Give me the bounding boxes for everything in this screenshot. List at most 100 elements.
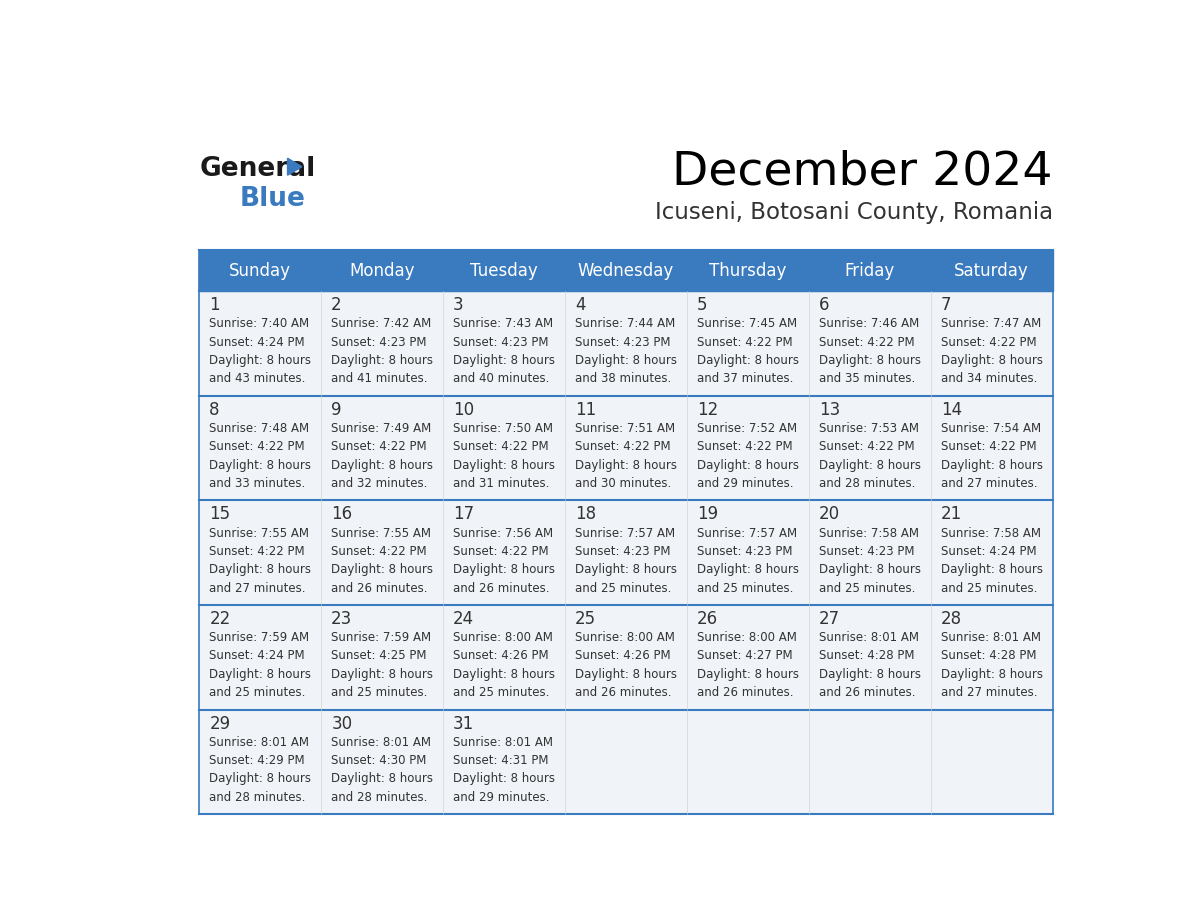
Bar	[930, 291, 1053, 396]
Text: 25: 25	[575, 610, 596, 628]
Text: Sunrise: 7:50 AM: Sunrise: 7:50 AM	[453, 422, 554, 435]
Text: Sunrise: 7:58 AM: Sunrise: 7:58 AM	[819, 527, 918, 540]
Text: Daylight: 8 hours: Daylight: 8 hours	[575, 354, 677, 367]
Bar	[321, 291, 443, 396]
Bar	[200, 710, 321, 814]
Text: Sunset: 4:23 PM: Sunset: 4:23 PM	[697, 545, 792, 558]
Bar	[687, 396, 809, 500]
Text: Sunset: 4:23 PM: Sunset: 4:23 PM	[453, 336, 549, 349]
Text: Sunrise: 7:47 AM: Sunrise: 7:47 AM	[941, 318, 1041, 330]
Text: Sunrise: 7:56 AM: Sunrise: 7:56 AM	[453, 527, 554, 540]
Text: Saturday: Saturday	[954, 262, 1029, 280]
Text: Daylight: 8 hours: Daylight: 8 hours	[453, 772, 555, 786]
Text: Icuseni, Botosani County, Romania: Icuseni, Botosani County, Romania	[655, 201, 1053, 224]
Text: Daylight: 8 hours: Daylight: 8 hours	[209, 459, 311, 472]
Text: Sunrise: 7:57 AM: Sunrise: 7:57 AM	[575, 527, 675, 540]
Text: 29: 29	[209, 714, 230, 733]
Text: Sunset: 4:22 PM: Sunset: 4:22 PM	[819, 336, 915, 349]
Bar	[930, 710, 1053, 814]
Text: and 29 minutes.: and 29 minutes.	[453, 791, 550, 804]
Bar	[565, 500, 687, 605]
Text: Daylight: 8 hours: Daylight: 8 hours	[453, 668, 555, 681]
Text: Monday: Monday	[349, 262, 415, 280]
Text: and 37 minutes.: and 37 minutes.	[697, 373, 794, 386]
Text: 3: 3	[453, 297, 463, 314]
Text: 4: 4	[575, 297, 586, 314]
Text: Sunrise: 7:49 AM: Sunrise: 7:49 AM	[331, 422, 431, 435]
Text: Daylight: 8 hours: Daylight: 8 hours	[331, 668, 434, 681]
Text: 28: 28	[941, 610, 962, 628]
Text: and 43 minutes.: and 43 minutes.	[209, 373, 305, 386]
Bar	[321, 605, 443, 710]
Bar	[565, 710, 687, 814]
Text: Daylight: 8 hours: Daylight: 8 hours	[941, 668, 1043, 681]
Bar	[321, 500, 443, 605]
Text: Sunrise: 8:01 AM: Sunrise: 8:01 AM	[819, 631, 918, 644]
Text: and 32 minutes.: and 32 minutes.	[331, 477, 428, 490]
Text: and 33 minutes.: and 33 minutes.	[209, 477, 305, 490]
Text: Daylight: 8 hours: Daylight: 8 hours	[331, 772, 434, 786]
Text: Sunrise: 8:00 AM: Sunrise: 8:00 AM	[575, 631, 675, 644]
Text: Daylight: 8 hours: Daylight: 8 hours	[453, 564, 555, 577]
Text: Daylight: 8 hours: Daylight: 8 hours	[941, 459, 1043, 472]
Text: Sunrise: 7:44 AM: Sunrise: 7:44 AM	[575, 318, 675, 330]
Text: Sunrise: 8:01 AM: Sunrise: 8:01 AM	[209, 735, 309, 749]
Bar	[687, 500, 809, 605]
Text: Daylight: 8 hours: Daylight: 8 hours	[209, 564, 311, 577]
Text: 6: 6	[819, 297, 829, 314]
Text: 5: 5	[697, 297, 708, 314]
Text: Daylight: 8 hours: Daylight: 8 hours	[697, 459, 800, 472]
Text: and 29 minutes.: and 29 minutes.	[697, 477, 794, 490]
Text: and 40 minutes.: and 40 minutes.	[453, 373, 550, 386]
Text: Sunrise: 7:48 AM: Sunrise: 7:48 AM	[209, 422, 309, 435]
Text: Sunrise: 7:43 AM: Sunrise: 7:43 AM	[453, 318, 554, 330]
Text: Sunset: 4:23 PM: Sunset: 4:23 PM	[331, 336, 426, 349]
Text: Daylight: 8 hours: Daylight: 8 hours	[331, 459, 434, 472]
Bar	[930, 500, 1053, 605]
Text: General: General	[200, 156, 315, 182]
Text: Daylight: 8 hours: Daylight: 8 hours	[331, 354, 434, 367]
Text: 16: 16	[331, 505, 353, 523]
Bar	[443, 291, 565, 396]
Text: December 2024: December 2024	[672, 149, 1053, 194]
Text: Sunrise: 8:00 AM: Sunrise: 8:00 AM	[453, 631, 552, 644]
Bar	[321, 396, 443, 500]
Text: Sunset: 4:22 PM: Sunset: 4:22 PM	[453, 545, 549, 558]
Text: and 27 minutes.: and 27 minutes.	[209, 582, 305, 595]
Text: 17: 17	[453, 505, 474, 523]
Text: Sunset: 4:22 PM: Sunset: 4:22 PM	[819, 441, 915, 453]
Bar	[809, 396, 930, 500]
Text: 12: 12	[697, 400, 719, 419]
Bar	[443, 605, 565, 710]
Text: 2: 2	[331, 297, 342, 314]
Text: 9: 9	[331, 400, 342, 419]
Text: Daylight: 8 hours: Daylight: 8 hours	[697, 564, 800, 577]
Text: Sunset: 4:23 PM: Sunset: 4:23 PM	[819, 545, 915, 558]
Text: Daylight: 8 hours: Daylight: 8 hours	[453, 459, 555, 472]
Text: Daylight: 8 hours: Daylight: 8 hours	[697, 668, 800, 681]
Text: Sunrise: 7:55 AM: Sunrise: 7:55 AM	[209, 527, 309, 540]
Text: and 25 minutes.: and 25 minutes.	[697, 582, 794, 595]
Text: and 26 minutes.: and 26 minutes.	[331, 582, 428, 595]
Bar	[321, 710, 443, 814]
Bar	[809, 710, 930, 814]
Text: Sunday: Sunday	[229, 262, 291, 280]
Text: Sunset: 4:22 PM: Sunset: 4:22 PM	[331, 441, 426, 453]
Text: Sunset: 4:26 PM: Sunset: 4:26 PM	[575, 650, 671, 663]
Text: Blue: Blue	[240, 185, 305, 212]
Text: Sunrise: 7:54 AM: Sunrise: 7:54 AM	[941, 422, 1041, 435]
Text: Daylight: 8 hours: Daylight: 8 hours	[575, 668, 677, 681]
Text: 8: 8	[209, 400, 220, 419]
Text: Sunrise: 7:57 AM: Sunrise: 7:57 AM	[697, 527, 797, 540]
Text: 27: 27	[819, 610, 840, 628]
Text: Sunset: 4:22 PM: Sunset: 4:22 PM	[697, 441, 792, 453]
Text: 1: 1	[209, 297, 220, 314]
Text: 30: 30	[331, 714, 353, 733]
Bar	[687, 710, 809, 814]
Text: Sunset: 4:23 PM: Sunset: 4:23 PM	[575, 545, 670, 558]
Text: and 25 minutes.: and 25 minutes.	[453, 687, 550, 700]
Text: Sunset: 4:22 PM: Sunset: 4:22 PM	[941, 336, 1036, 349]
Bar	[200, 605, 321, 710]
Bar	[443, 396, 565, 500]
Text: Sunrise: 7:58 AM: Sunrise: 7:58 AM	[941, 527, 1041, 540]
